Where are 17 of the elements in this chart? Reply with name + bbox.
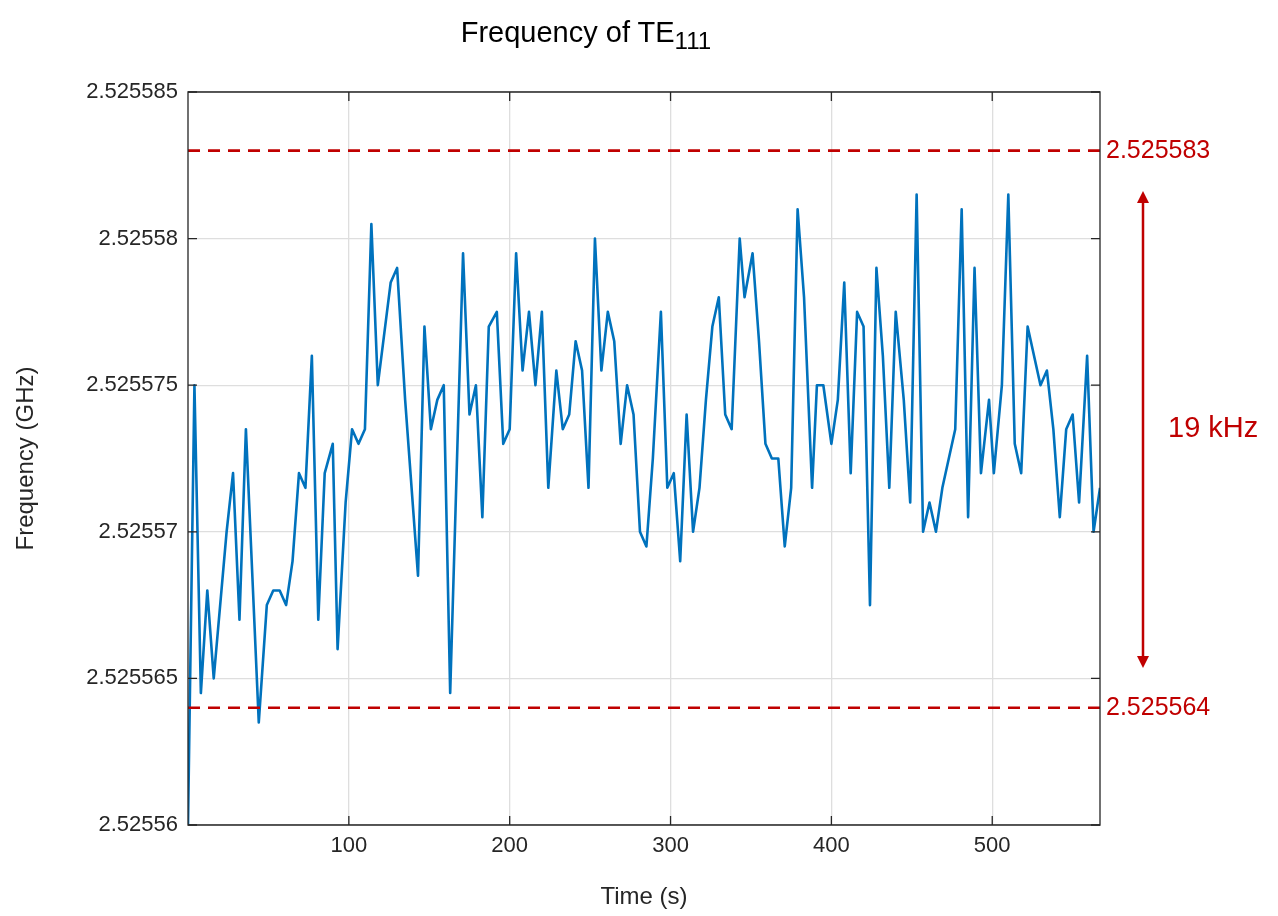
x-axis-title: Time (s): [600, 882, 688, 910]
x-tick-label: 100: [330, 832, 368, 858]
y-axis-title: Frequency (GHz): [11, 366, 39, 551]
x-tick-label: 300: [652, 832, 689, 858]
y-tick-label: 2.52558: [98, 224, 178, 250]
x-tick-label: 500: [973, 832, 1011, 858]
x-tick-label: 400: [813, 832, 850, 858]
y-tick-label: 2.52557: [98, 517, 178, 543]
text: 19 kHz: [1168, 411, 1259, 444]
x-tick-label: 200: [491, 832, 529, 858]
y-tick-label: 2.525585: [86, 78, 178, 104]
y-tick-label: 2.525565: [86, 664, 178, 690]
ref-line-label: 2.525583: [1106, 134, 1211, 163]
y-tick-label: 2.52556: [98, 811, 178, 837]
chart-title: Frequency of TE$_{111}$: [459, 16, 713, 55]
ref-line-label: 2.525564: [1106, 691, 1211, 720]
y-tick-label: 2.525575: [86, 371, 178, 397]
